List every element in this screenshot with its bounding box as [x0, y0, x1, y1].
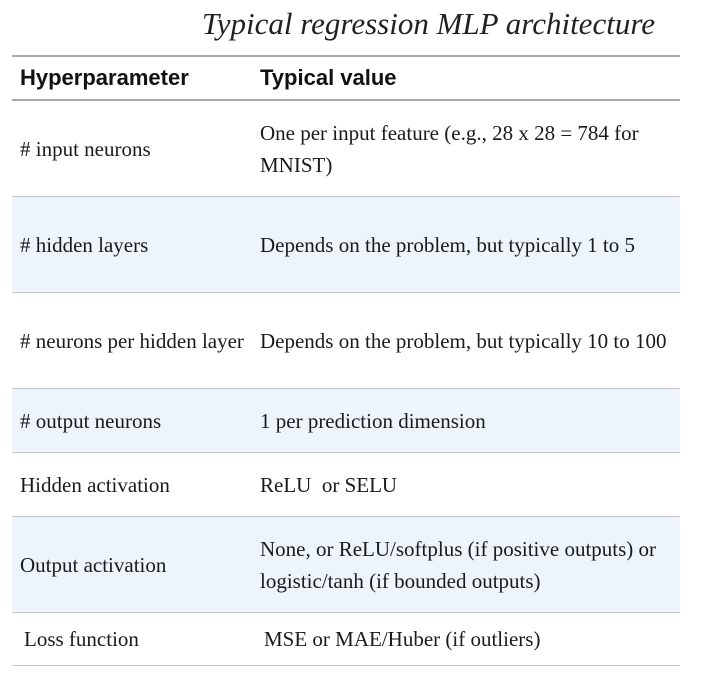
row-value: MSE or MAE/Huber (if outliers) [264, 627, 541, 651]
table-top-rule [12, 55, 680, 57]
row-param: # hidden layers [20, 232, 149, 257]
table-row: Loss function MSE or MAE/Huber (if outli… [12, 613, 680, 666]
row-value: ReLU or SELU [260, 472, 398, 497]
table-header-row: Hyperparameter Typical value [12, 57, 680, 101]
table-row: Hidden activation ReLU or SELU [12, 453, 680, 517]
table-caption: Typical regression MLP architecture [201, 6, 655, 41]
row-param: Hidden activation [20, 472, 170, 497]
table-row: # input neurons One per input feature (e… [12, 101, 680, 197]
row-param: Loss function [24, 627, 139, 651]
row-value: None, or ReLU/softplus (if positive outp… [260, 536, 657, 593]
row-param: # output neurons [20, 408, 162, 433]
row-value: One per input feature (e.g., 28 x 28 = 7… [260, 120, 639, 177]
table-row: # output neurons 1 per prediction dimens… [12, 389, 680, 453]
header-hyperparameter: Hyperparameter [20, 65, 189, 90]
table-row: Output activation None, or ReLU/softplus… [12, 517, 680, 613]
row-value: Depends on the problem, but typically 1 … [260, 232, 636, 257]
row-param: # neurons per hidden layer [20, 328, 244, 353]
row-value: 1 per prediction dimension [260, 408, 486, 433]
hyperparameter-table: Hyperparameter Typical value # input neu… [12, 55, 680, 666]
row-param: Output activation [20, 552, 167, 577]
table-row: # neurons per hidden layer Depends on th… [12, 293, 680, 389]
header-typical-value: Typical value [260, 65, 397, 90]
row-value: Depends on the problem, but typically 10… [260, 328, 667, 353]
row-param: # input neurons [20, 136, 151, 161]
table-row: # hidden layers Depends on the problem, … [12, 197, 680, 293]
